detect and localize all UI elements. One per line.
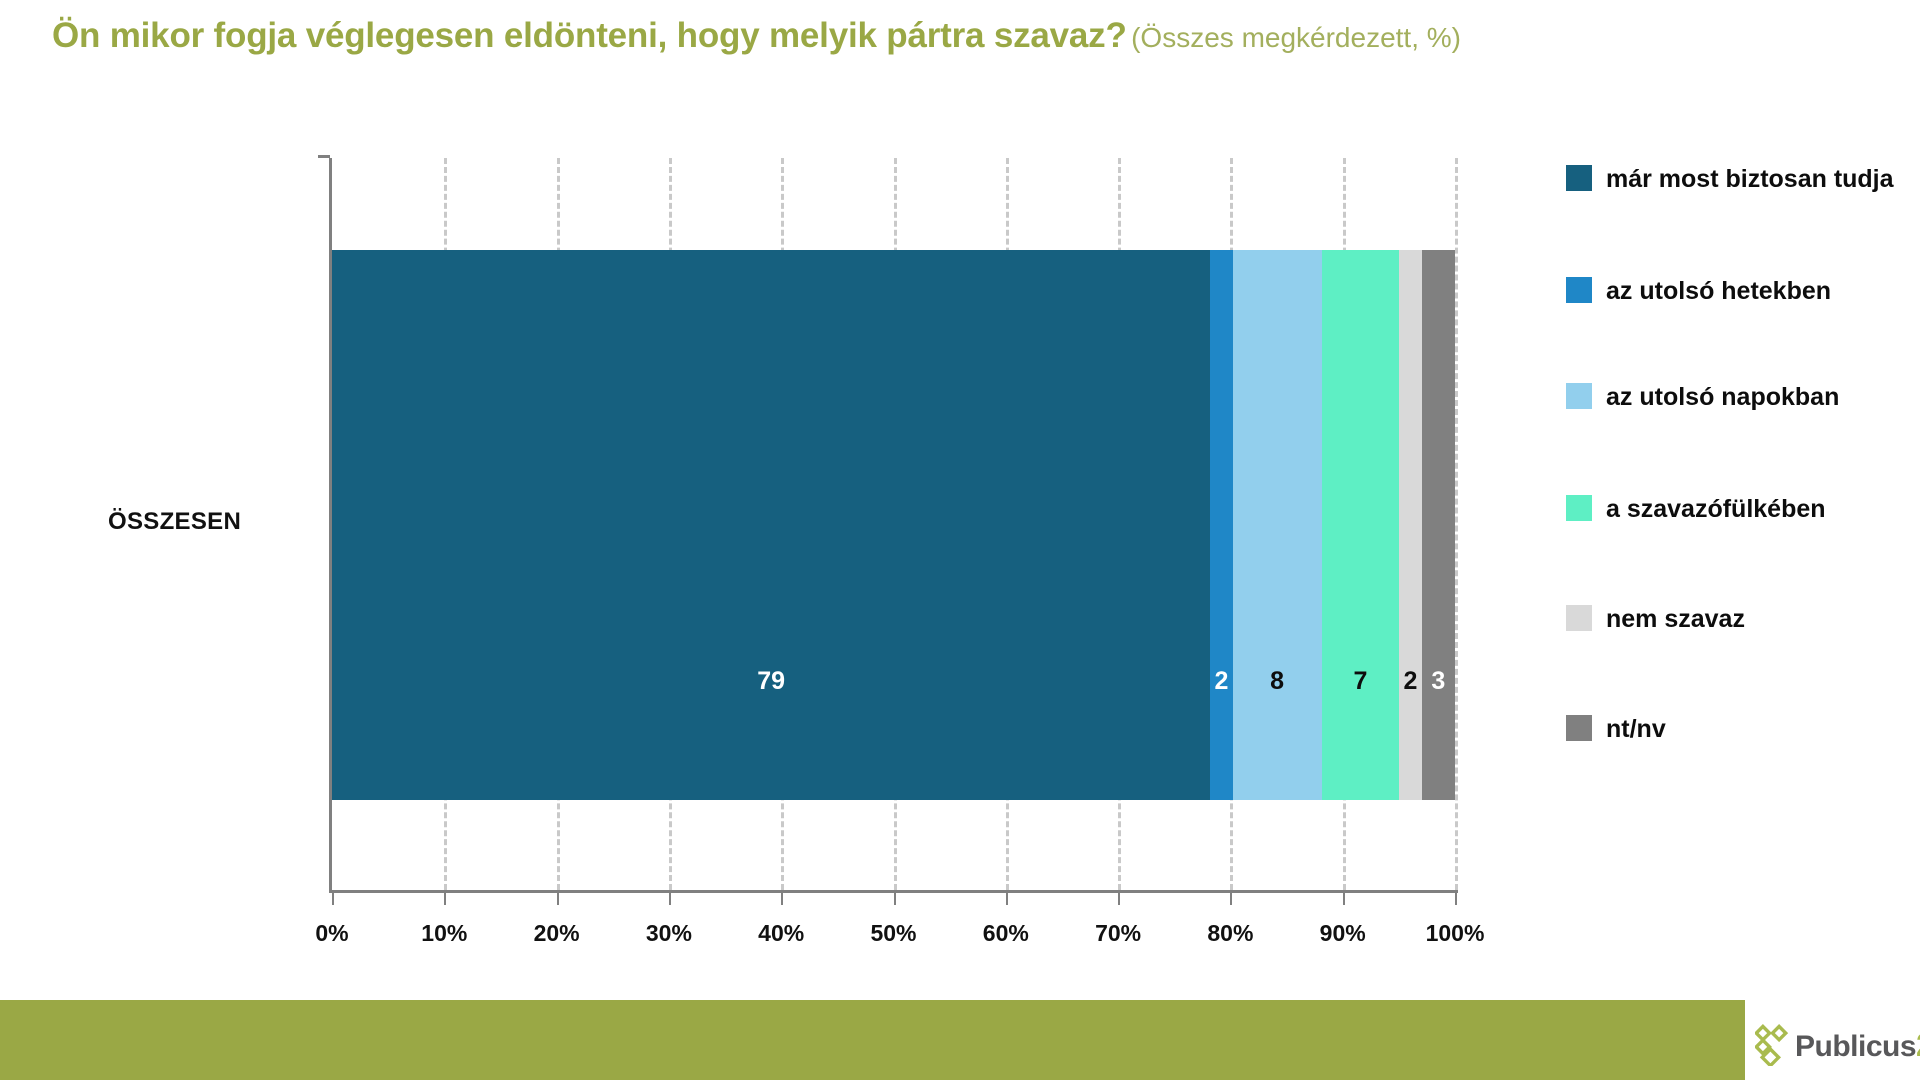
bar-segment-value-label: 8 [1270,667,1285,695]
legend-item[interactable]: már most biztosan tudja [1566,162,1894,198]
x-axis-tick [332,893,334,905]
gridline [1455,158,1458,890]
bar-segment-value-label: 2 [1403,667,1418,695]
x-axis-tick [1118,893,1121,905]
x-axis-tick-label: 80% [1207,920,1254,946]
legend-item-label: az utolsó hetekben [1606,277,1832,305]
x-axis-tick-label: 60% [982,920,1029,946]
logo-word: Publicus [1795,1029,1917,1063]
y-axis-top-tick [318,155,330,158]
x-axis-tick-label: 10% [421,920,468,946]
x-axis-tick-label: 70% [1095,920,1142,946]
y-axis-line [329,158,332,890]
publicus-diamond-icon [1755,1024,1789,1066]
x-axis-tick [556,893,559,905]
x-axis-tick-label: 100% [1425,920,1485,946]
legend-color-swatch [1566,165,1592,191]
legend-item[interactable]: az utolsó hetekben [1566,274,1831,310]
legend-item-label: már most biztosan tudja [1606,165,1894,193]
x-axis-tick [668,893,671,905]
legend-item-label: nem szavaz [1606,605,1745,633]
x-axis-tick [1005,893,1008,905]
x-axis-tick-label: 0% [315,920,349,946]
legend-item[interactable]: nem szavaz [1566,602,1745,638]
bar-segment[interactable]: 7 [1321,250,1400,800]
footer-band [0,1000,1745,1080]
legend-item[interactable]: nt/nv [1566,712,1666,748]
bar-segment-value-label: 2 [1214,667,1229,695]
chart-title-subtitle: (Összes megkérdezett, %) [1131,22,1461,53]
x-axis-line [329,890,1458,893]
x-axis-tick [1230,893,1233,905]
bar-segment[interactable]: 79 [332,250,1211,800]
x-axis-tick-label: 20% [533,920,580,946]
x-axis-tick [444,893,447,905]
legend-item[interactable]: az utolsó napokban [1566,380,1839,416]
bar-segment[interactable]: 3 [1421,250,1455,800]
legend-color-swatch [1566,277,1592,303]
chart-title: Ön mikor fogja véglegesen eldönteni, hog… [52,14,1842,59]
plot-area: 0% 10% 20% 30% 40% 50% 60% 70% 80% 90% 100% 79 2 8 7 2… [315,155,1484,946]
x-axis-tick [1342,893,1345,905]
logo-year: 20 [1916,1027,1920,1063]
legend-color-swatch [1566,715,1592,741]
x-axis-tick [781,893,784,905]
category-axis-label: ÖSSZESEN [108,508,242,535]
bar-segment[interactable]: 2 [1210,250,1233,800]
x-axis-tick-label: 30% [645,920,692,946]
publicus-logo: Publicus20 [1755,1022,1920,1068]
chart-title-main: Ön mikor fogja véglegesen eldönteni, hog… [52,16,1127,55]
legend-color-swatch [1566,383,1592,409]
x-axis-tick-label: 90% [1319,920,1366,946]
bar-segment[interactable]: 8 [1232,250,1322,800]
legend-color-swatch [1566,495,1592,521]
legend-color-swatch [1566,605,1592,631]
bar-segment-value-label: 3 [1431,667,1446,695]
x-axis-tick-label: 40% [758,920,805,946]
x-axis-tick [893,893,896,905]
publicus-logo-text: Publicus20 [1795,1027,1920,1064]
legend-item[interactable]: a szavazófülkében [1566,492,1826,528]
x-axis-tick-label: 50% [870,920,917,946]
legend-item-label: az utolsó napokban [1606,383,1840,411]
bar-segment-value-label: 7 [1353,667,1368,695]
bar-segment-value-label: 79 [757,667,786,695]
legend-item-label: nt/nv [1606,715,1666,743]
bar-segment[interactable]: 2 [1399,250,1422,800]
stacked-bar: 79 2 8 7 2 3 [332,250,1455,800]
x-axis-tick [1455,893,1457,905]
legend-item-label: a szavazófülkében [1606,495,1826,523]
